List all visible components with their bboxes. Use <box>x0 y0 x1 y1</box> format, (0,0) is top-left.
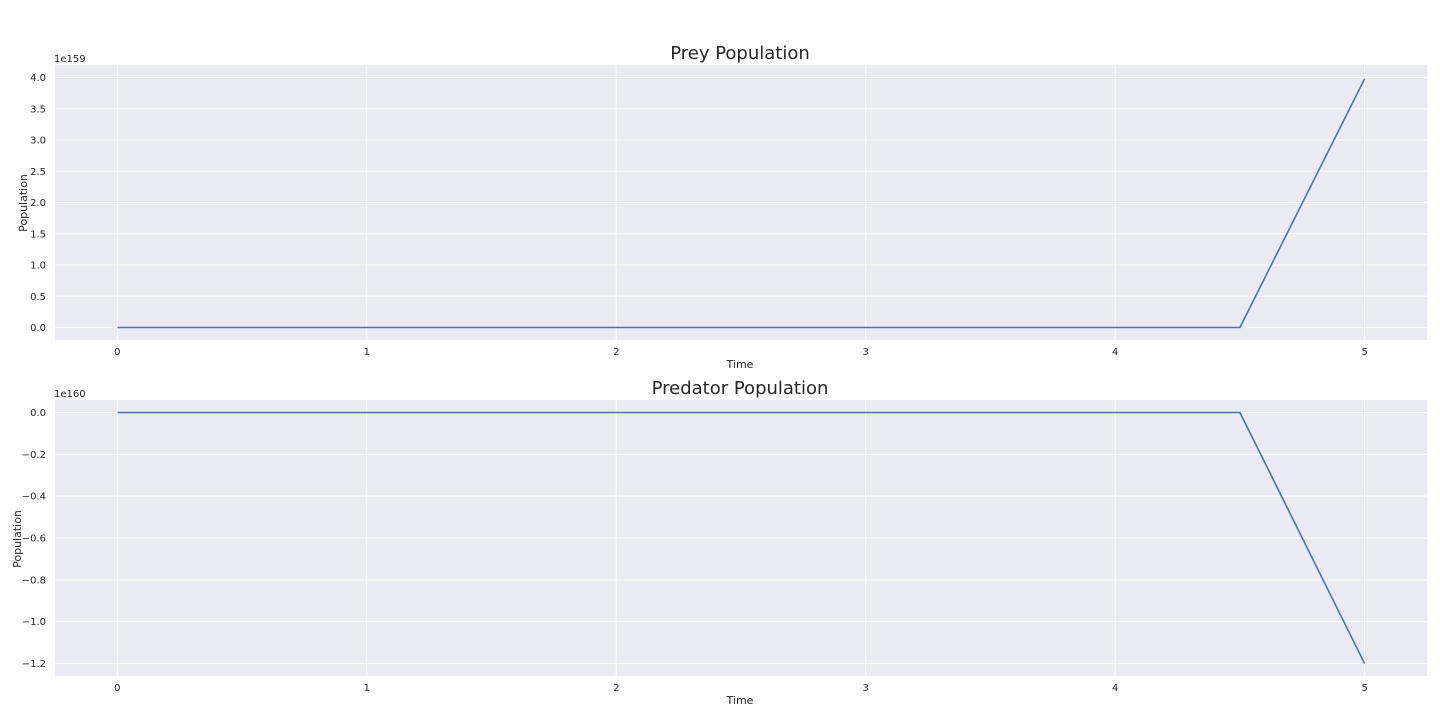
y-tick-label: 2.0 <box>30 198 46 209</box>
chart-title: Predator Population <box>652 378 829 399</box>
y-tick-label: −1.0 <box>22 617 46 628</box>
x-tick-label: 4 <box>1112 347 1118 358</box>
x-axis-label: Time <box>726 694 754 707</box>
x-tick-label: 0 <box>114 683 120 694</box>
plot-area <box>55 65 1427 340</box>
y-tick-label: −0.2 <box>22 450 46 461</box>
x-tick-label: 5 <box>1361 683 1367 694</box>
x-tick-label: 3 <box>863 683 869 694</box>
y-tick-label: 1.5 <box>30 229 46 240</box>
y-axis-label: Population <box>11 510 24 568</box>
series-line <box>117 78 1366 329</box>
y-tick-label: 0.0 <box>30 408 46 419</box>
x-tick-label: 2 <box>613 683 619 694</box>
x-tick-label: 1 <box>364 683 370 694</box>
predator-population-chart: Predator Population 1e160 Time Populatio… <box>11 378 1427 707</box>
series-line <box>117 411 1366 664</box>
y-tick-label: −0.4 <box>22 492 46 503</box>
y-offset-label: 1e160 <box>54 389 86 400</box>
x-tick-label: 0 <box>114 347 120 358</box>
y-tick-label: 3.5 <box>30 104 46 115</box>
plot-area <box>55 400 1427 676</box>
y-tick-label: 0.0 <box>30 323 46 334</box>
y-offset-label: 1e159 <box>54 54 86 65</box>
y-tick-label: 0.5 <box>30 292 46 303</box>
y-tick-label: −1.2 <box>22 659 46 670</box>
x-tick-label: 3 <box>863 347 869 358</box>
x-tick-label: 4 <box>1112 683 1118 694</box>
x-axis-label: Time <box>726 358 754 371</box>
x-tick-label: 5 <box>1361 347 1367 358</box>
y-tick-label: 3.0 <box>30 136 46 147</box>
y-tick-label: −0.8 <box>22 575 46 586</box>
x-tick-label: 1 <box>364 347 370 358</box>
prey-population-chart: Prey Population 1e159 Time Population 0 1… <box>17 43 1427 371</box>
y-tick-label: −0.6 <box>22 534 46 545</box>
chart-title: Prey Population <box>670 43 810 64</box>
y-tick-label: 2.5 <box>30 167 46 178</box>
y-tick-label: 4.0 <box>30 73 46 84</box>
y-tick-label: 1.0 <box>30 261 46 272</box>
y-axis-label: Population <box>17 174 30 232</box>
x-tick-label: 2 <box>613 347 619 358</box>
